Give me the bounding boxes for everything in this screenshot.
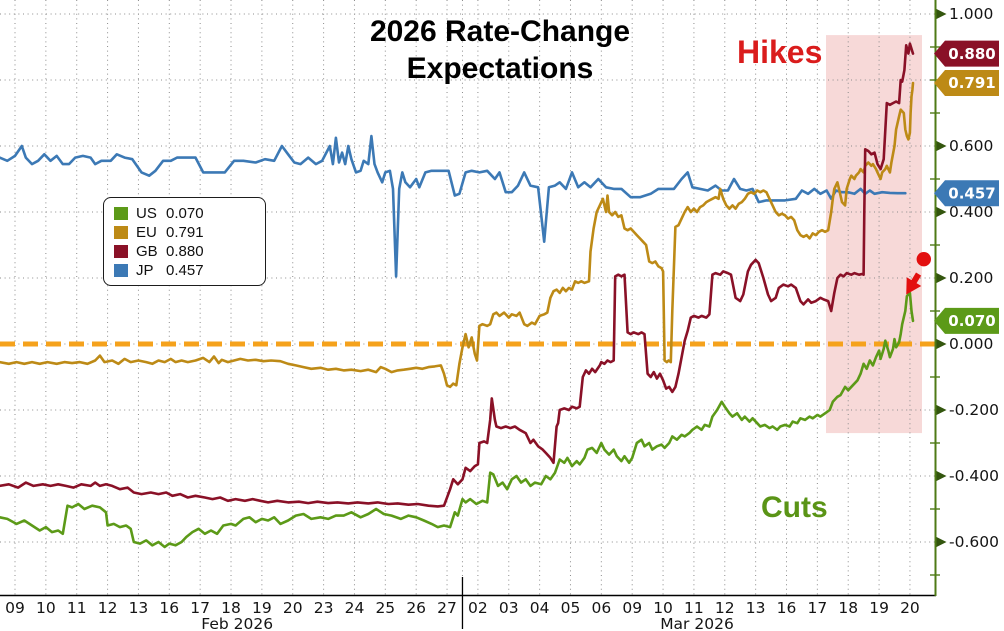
legend-series-name: US (136, 205, 157, 222)
x-axis-label: 17 (190, 599, 210, 617)
x-axis-label: 10 (653, 599, 673, 617)
value-badge-gb (934, 40, 999, 67)
x-axis-label: 23 (314, 599, 334, 617)
hike-highlight-region (826, 35, 922, 434)
x-axis-label: 20 (900, 599, 920, 617)
x-axis-label: 12 (715, 599, 735, 617)
y-tick-arrow-icon (936, 405, 947, 415)
legend-series-value: 0.880 (166, 243, 204, 260)
x-axis-label: 27 (437, 599, 457, 617)
x-axis-label: 11 (67, 599, 87, 617)
x-axis-label: 25 (375, 599, 395, 617)
x-axis-label: 11 (684, 599, 704, 617)
x-axis-label: 16 (777, 599, 797, 617)
y-axis-label: 0.000 (949, 335, 993, 353)
x-axis-label: 06 (591, 599, 611, 617)
y-tick-arrow-icon (936, 273, 947, 283)
y-tick-arrow-icon (936, 339, 947, 349)
series-line-jp (0, 134, 907, 278)
series-line-us (0, 291, 915, 549)
y-axis-label: -0.400 (949, 467, 999, 485)
y-axis-label: 0.200 (949, 269, 993, 287)
y-axis-label: -0.600 (949, 533, 999, 551)
x-axis-label: 19 (252, 599, 272, 617)
value-badge-text: 0.791 (948, 74, 995, 92)
y-axis-label: 0.400 (949, 203, 993, 221)
x-axis-label: 18 (838, 599, 858, 617)
value-badge-eu (934, 69, 999, 96)
legend-item-us: US 0.070 (114, 204, 257, 223)
series-line-eu (0, 81, 915, 389)
chart-title: 2026 Rate-Change Expectations (369, 15, 631, 85)
value-badge-us (934, 307, 999, 334)
y-axis-label: 0.600 (949, 137, 993, 155)
legend-swatch-icon (114, 245, 128, 258)
y-tick-arrow-icon (936, 141, 947, 151)
x-axis-label: 19 (869, 599, 889, 617)
x-axis-label: 04 (530, 599, 550, 617)
annotation-arrowhead-icon (906, 277, 922, 295)
x-axis-label: 17 (807, 599, 827, 617)
y-tick-arrow-icon (936, 9, 947, 19)
legend-series-value: 0.791 (166, 224, 204, 241)
x-axis-label: 26 (406, 599, 426, 617)
annotation-dot-icon (916, 252, 931, 267)
value-badge-text: 0.457 (948, 184, 995, 202)
value-badge-jp (934, 180, 999, 207)
month-label: Mar 2026 (660, 615, 734, 631)
y-tick-arrow-icon (936, 207, 947, 217)
x-axis-label: 24 (345, 599, 365, 617)
x-axis-label: 12 (98, 599, 118, 617)
x-axis-label: 20 (283, 599, 303, 617)
value-badge-text: 0.070 (948, 312, 995, 330)
x-axis-label: 02 (468, 599, 488, 617)
legend-swatch-icon (114, 264, 128, 277)
legend-item-jp: JP 0.457 (114, 261, 257, 280)
legend-item-eu: EU 0.791 (114, 223, 257, 242)
legend-series-name: EU (136, 224, 157, 241)
legend-series-value: 0.457 (166, 262, 204, 279)
series-line-gb (0, 42, 915, 508)
legend-series-value: 0.070 (166, 205, 204, 222)
x-axis-label: 10 (36, 599, 56, 617)
legend-item-gb: GB 0.880 (114, 242, 257, 261)
legend-swatch-icon (114, 207, 128, 220)
hikes-annotation: Hikes (737, 34, 823, 70)
x-axis-label: 05 (561, 599, 581, 617)
value-badge-text: 0.880 (948, 45, 995, 63)
x-axis-label: 16 (159, 599, 179, 617)
legend-series-name: JP (136, 262, 154, 279)
x-axis-label: 03 (499, 599, 519, 617)
x-axis-label: 09 (622, 599, 642, 617)
y-axis-label: 1.000 (949, 5, 993, 23)
legend-swatch-icon (114, 226, 128, 239)
y-axis-label: -0.200 (949, 401, 999, 419)
y-tick-arrow-icon (936, 537, 947, 547)
x-axis-label: 09 (5, 599, 25, 617)
y-tick-arrow-icon (936, 471, 947, 481)
month-label: Feb 2026 (201, 615, 273, 631)
cuts-annotation: Cuts (761, 491, 828, 524)
legend-box: US 0.070 EU 0.791 GB 0.880 JP 0.457 (103, 197, 266, 286)
legend-series-name: GB (136, 243, 158, 260)
x-axis-label: 13 (746, 599, 766, 617)
x-axis-label: 13 (129, 599, 149, 617)
x-axis-label: 18 (221, 599, 241, 617)
